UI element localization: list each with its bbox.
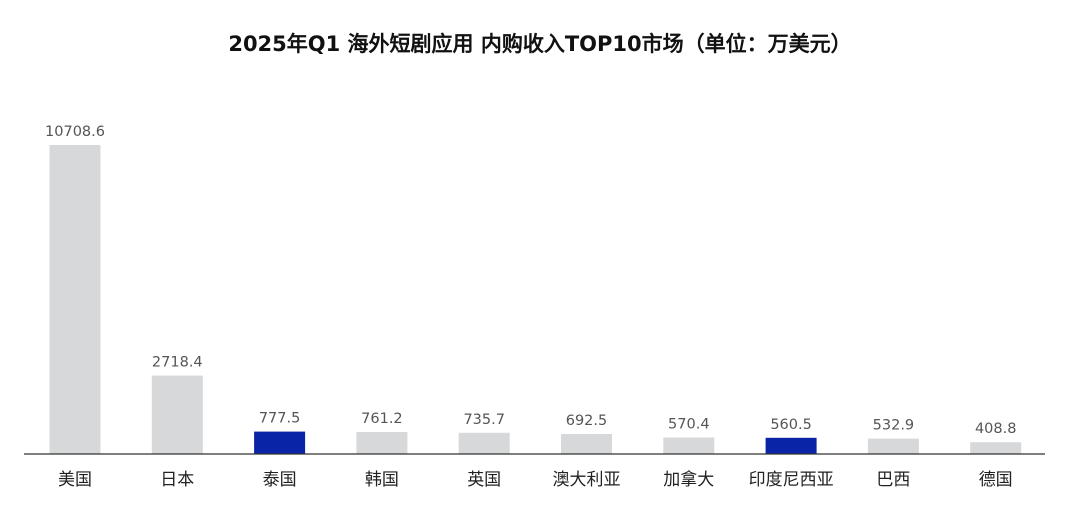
data-label-3: 777.5 <box>259 411 301 427</box>
data-label-1: 10708.6 <box>45 124 105 140</box>
category-label-9: 巴西 <box>876 470 910 490</box>
data-label-9: 532.9 <box>873 418 915 434</box>
bar-10 <box>970 442 1022 454</box>
category-label-4: 韩国 <box>365 470 399 490</box>
value-labels-group: 10708.6 2718.4 777.5 761.2 735.7 692.5 570.4 56… <box>45 124 1016 437</box>
category-label-1: 美国 <box>58 470 92 490</box>
category-labels-group: 美国 日本 泰国 韩国 英国 澳大利亚 加拿大 印度尼西亚 巴西 德国 <box>58 469 1013 490</box>
chart-title: 2025年Q1 海外短剧应用 内购收入TOP10市场（单位：万美元） <box>228 32 852 56</box>
bar-9 <box>867 438 919 454</box>
data-label-10: 408.8 <box>975 421 1017 437</box>
bar-1 <box>49 145 101 454</box>
bar-6 <box>561 434 612 454</box>
data-label-4: 761.2 <box>361 411 403 427</box>
category-label-10: 德国 <box>979 470 1013 490</box>
category-label-8: 印度尼西亚 <box>749 470 834 490</box>
data-label-2: 2718.4 <box>152 355 203 371</box>
category-label-2: 日本 <box>160 470 194 490</box>
bar-3 <box>254 431 306 454</box>
category-label-6: 澳大利亚 <box>553 470 621 490</box>
bar-7 <box>663 437 715 454</box>
category-label-5: 英国 <box>467 470 501 490</box>
bar-2 <box>151 375 203 454</box>
data-label-7: 570.4 <box>668 417 710 433</box>
category-label-7: 加拿大 <box>663 469 714 490</box>
bars-group <box>49 145 1022 454</box>
data-label-5: 735.7 <box>463 412 505 428</box>
bar-4 <box>356 432 408 454</box>
category-label-3: 泰国 <box>263 470 297 490</box>
bar-5 <box>458 432 510 454</box>
bar-8 <box>765 437 817 454</box>
data-label-8: 560.5 <box>770 417 812 433</box>
data-label-6: 692.5 <box>566 413 608 429</box>
